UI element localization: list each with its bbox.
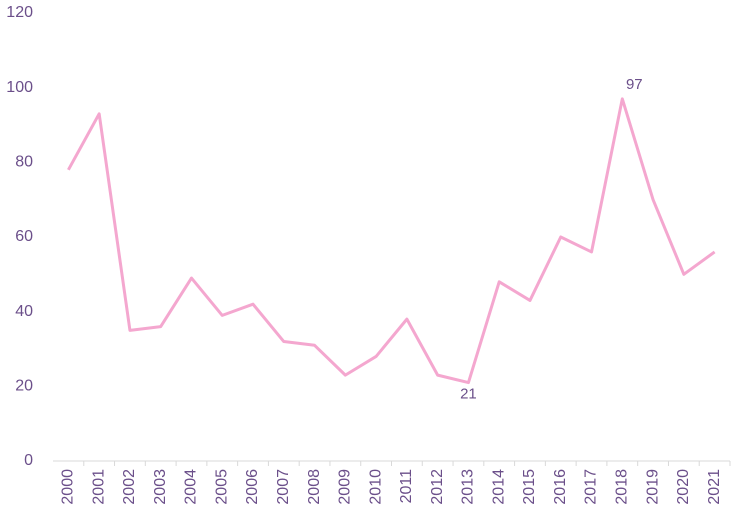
x-tick-label: 2012 (429, 469, 446, 505)
x-tick-label: 2002 (121, 469, 138, 505)
x-tick-label: 2010 (367, 469, 384, 505)
y-tick-label: 80 (15, 154, 33, 171)
x-tick-label: 2017 (583, 469, 600, 505)
y-tick-label: 0 (24, 452, 33, 469)
x-tick-label: 2020 (675, 469, 692, 505)
y-tick-label: 120 (6, 4, 33, 21)
x-tick-label: 2021 (706, 469, 723, 505)
x-tick-label: 2019 (644, 469, 661, 505)
x-tick-label: 2009 (337, 469, 354, 505)
x-tick-label: 2014 (490, 469, 507, 505)
x-tick-label: 2001 (90, 469, 107, 505)
data-label: 97 (626, 76, 643, 93)
x-tick-label: 2016 (552, 469, 569, 505)
x-tick-label: 2006 (244, 469, 261, 505)
x-tick-label: 2007 (275, 469, 292, 505)
y-tick-label: 60 (15, 228, 33, 245)
x-tick-label: 2003 (152, 469, 169, 505)
x-tick-label: 2011 (398, 469, 415, 504)
y-tick-label: 40 (15, 303, 33, 320)
y-tick-label: 20 (15, 378, 33, 395)
x-tick-label: 2004 (183, 469, 200, 505)
x-tick-label: 2005 (213, 469, 230, 505)
x-tick-label: 2015 (521, 469, 538, 505)
x-tick-label: 2008 (306, 469, 323, 505)
line (67, 97, 716, 385)
x-tick-label: 2018 (614, 469, 631, 505)
x-tick-label: 2000 (60, 469, 77, 505)
data-label: 21 (460, 386, 477, 403)
y-tick-label: 100 (6, 79, 33, 96)
x-tick-label: 2013 (460, 469, 477, 505)
